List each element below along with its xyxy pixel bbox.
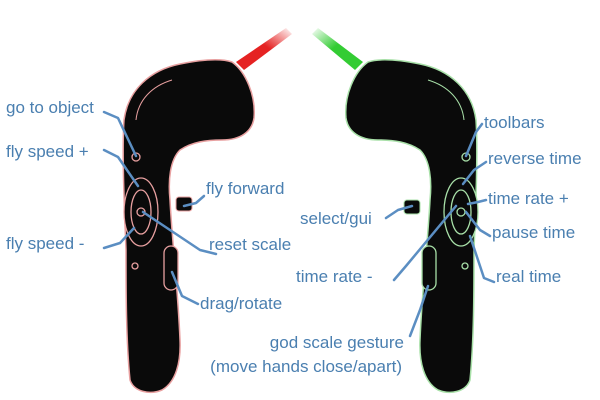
fly-forward-label: fly forward bbox=[206, 179, 284, 198]
fly-speed-minus-label: fly speed - bbox=[6, 234, 84, 253]
left-controller-body bbox=[122, 59, 255, 393]
left-labels: go to object fly speed + fly forward fly… bbox=[6, 98, 291, 313]
gesture-caption: god scale gesture (move hands close/apar… bbox=[210, 333, 404, 376]
drag-rotate-label: drag/rotate bbox=[200, 294, 282, 313]
left-controller bbox=[122, 59, 255, 393]
god-scale-gesture-label: god scale gesture bbox=[270, 333, 404, 352]
leader-god-scale bbox=[408, 284, 430, 338]
real-time-label: real time bbox=[496, 267, 561, 286]
right-trackpad-center bbox=[456, 207, 466, 217]
right-grip-button bbox=[421, 245, 437, 291]
right-beam bbox=[312, 28, 363, 70]
leader-fly-speed-plus bbox=[102, 148, 140, 188]
leader-pause-time bbox=[464, 210, 492, 238]
leader-time-rate-plus bbox=[466, 198, 488, 206]
right-system-button bbox=[461, 262, 469, 270]
leader-drag-rotate bbox=[170, 270, 200, 306]
right-labels: toolbars reverse time time rate + select… bbox=[296, 113, 582, 286]
leader-reset-scale bbox=[141, 210, 218, 256]
leader-fly-forward bbox=[182, 194, 206, 208]
leader-select-gui bbox=[384, 204, 414, 220]
leader-go-to-object bbox=[102, 110, 138, 158]
time-rate-minus-label: time rate - bbox=[296, 267, 373, 286]
god-scale-gesture-hint: (move hands close/apart) bbox=[210, 357, 402, 376]
pause-time-label: pause time bbox=[492, 223, 575, 242]
right-controller bbox=[345, 59, 479, 393]
right-controller-body bbox=[345, 59, 478, 393]
leader-time-rate-minus bbox=[392, 204, 458, 282]
leader-toolbars bbox=[464, 122, 484, 158]
reset-scale-label: reset scale bbox=[209, 235, 291, 254]
left-system-button bbox=[131, 262, 139, 270]
leader-real-time bbox=[468, 234, 496, 284]
leader-reverse-time bbox=[461, 160, 488, 186]
fly-speed-plus-label: fly speed + bbox=[6, 142, 89, 161]
leader-lines bbox=[102, 110, 496, 338]
leader-fly-speed-minus bbox=[102, 226, 136, 250]
toolbars-label: toolbars bbox=[484, 113, 544, 132]
left-ring-outline bbox=[135, 79, 173, 121]
go-to-object-label: go to object bbox=[6, 98, 94, 117]
select-gui-label: select/gui bbox=[300, 209, 372, 228]
left-beam bbox=[236, 28, 292, 70]
reverse-time-label: reverse time bbox=[488, 149, 582, 168]
right-ring-outline bbox=[427, 79, 465, 121]
time-rate-plus-label: time rate + bbox=[488, 189, 569, 208]
